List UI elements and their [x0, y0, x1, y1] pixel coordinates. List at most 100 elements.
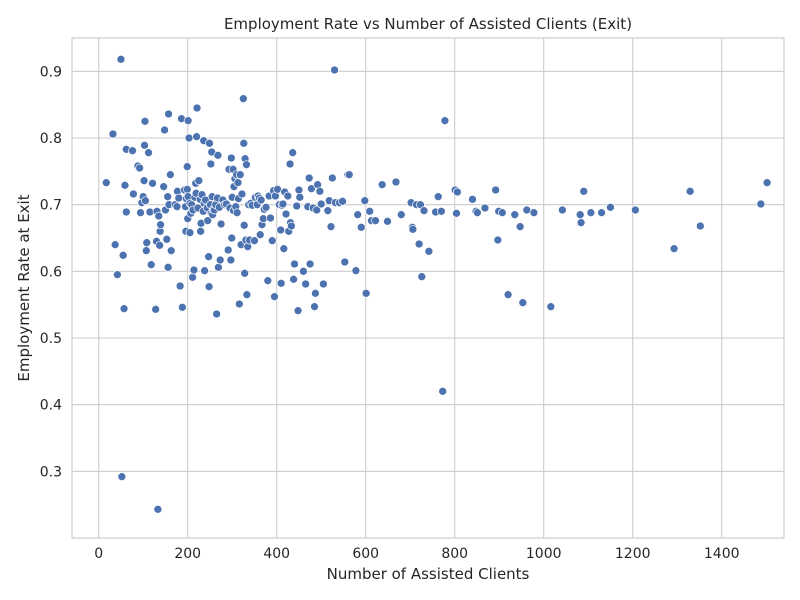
data-point [279, 244, 289, 254]
data-point [473, 208, 482, 218]
data-point [344, 170, 354, 180]
data-point [438, 386, 448, 396]
data-point [213, 150, 223, 160]
data-point [391, 177, 401, 187]
data-point [163, 192, 173, 202]
data-point [315, 186, 325, 196]
data-point [261, 202, 271, 212]
y-tick-label: 0.6 [40, 264, 62, 280]
data-point [323, 206, 333, 216]
data-point [468, 194, 477, 204]
x-tick-label: 600 [352, 546, 379, 562]
data-point [293, 306, 303, 316]
y-axis-label: Employment Rate at Exit [15, 194, 33, 381]
x-axis-ticks: 0 200 400 600 800 1000 1200 1400 [94, 546, 739, 562]
data-point [307, 184, 316, 194]
data-point [281, 209, 291, 219]
data-point [756, 199, 766, 209]
data-point [156, 220, 165, 230]
data-point [128, 146, 137, 156]
data-point [135, 163, 144, 173]
data-point [278, 199, 288, 209]
data-point [121, 207, 131, 217]
data-point [299, 266, 308, 276]
data-point [433, 192, 443, 202]
data-point [356, 222, 366, 232]
data-point [685, 186, 695, 196]
data-point [162, 234, 172, 244]
data-points [101, 54, 772, 514]
data-point [631, 205, 640, 215]
data-point [762, 178, 772, 188]
data-point [153, 504, 163, 514]
data-point [216, 219, 226, 229]
y-tick-label: 0.7 [40, 198, 62, 214]
data-point [165, 170, 175, 180]
data-point [192, 132, 201, 142]
data-point [101, 178, 111, 188]
data-point [144, 148, 153, 158]
data-point [283, 191, 293, 201]
data-point [205, 138, 214, 148]
data-point [188, 272, 197, 282]
data-point [330, 65, 339, 75]
data-point [529, 208, 539, 218]
data-point [480, 203, 490, 213]
data-point [579, 186, 589, 196]
data-point [361, 288, 371, 298]
data-point [365, 206, 375, 216]
data-point [311, 288, 320, 298]
data-point [326, 222, 336, 232]
data-point [196, 226, 205, 236]
data-point [575, 210, 585, 220]
data-point [558, 205, 567, 215]
data-point [204, 252, 213, 262]
data-point [234, 299, 244, 309]
data-point [136, 208, 145, 218]
data-point [312, 205, 322, 215]
data-point [546, 302, 556, 312]
data-point [419, 206, 429, 216]
data-point [239, 220, 249, 230]
data-point [233, 178, 243, 188]
data-point [453, 187, 462, 197]
x-tick-label: 800 [441, 546, 468, 562]
data-point [292, 201, 302, 211]
data-point [118, 250, 128, 260]
data-point [151, 304, 161, 314]
data-point [440, 116, 450, 126]
data-point [182, 162, 192, 172]
data-point [497, 208, 507, 218]
data-point [174, 193, 184, 203]
data-point [146, 260, 156, 270]
data-point [267, 236, 277, 246]
data-point [154, 211, 164, 221]
data-point [518, 298, 528, 308]
data-point [203, 216, 213, 226]
data-point [142, 238, 152, 248]
x-tick-label: 400 [263, 546, 290, 562]
data-point [383, 216, 392, 226]
data-point [223, 245, 233, 255]
data-point [301, 279, 310, 289]
data-point [606, 202, 615, 212]
data-point [304, 173, 314, 183]
data-point [242, 160, 251, 170]
data-point [189, 265, 199, 275]
data-point [576, 218, 586, 228]
data-point [255, 230, 265, 240]
data-point [194, 176, 204, 186]
data-point [377, 180, 387, 190]
data-point [206, 159, 216, 169]
data-point [305, 259, 315, 269]
data-point [263, 276, 273, 286]
data-point [586, 208, 596, 218]
data-point [215, 255, 225, 265]
data-point [669, 244, 679, 254]
data-point [141, 246, 151, 256]
y-axis-ticks: 0.3 0.4 0.5 0.6 0.7 0.8 0.9 [40, 64, 62, 480]
data-point [310, 302, 319, 312]
data-point [226, 255, 236, 265]
data-point [232, 208, 242, 218]
data-point [414, 239, 424, 249]
